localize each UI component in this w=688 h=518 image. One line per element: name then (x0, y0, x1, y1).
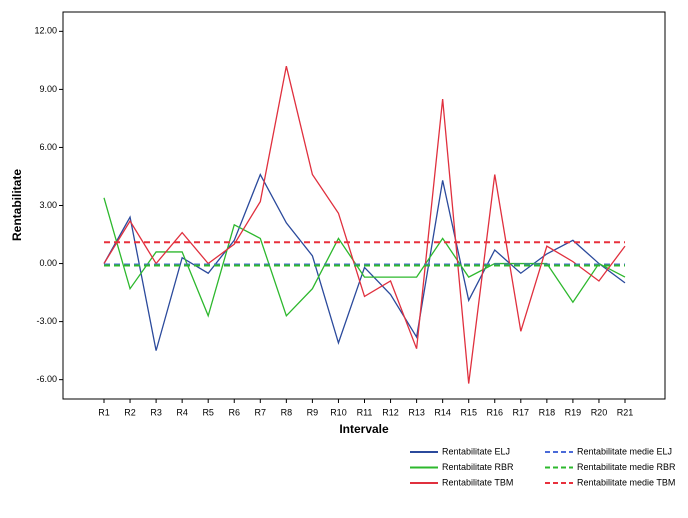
x-tick-label: R15 (460, 407, 477, 417)
legend-label: Rentabilitate medie ELJ (577, 446, 672, 456)
legend-label: Rentabilitate ELJ (442, 446, 510, 456)
x-tick-label: R12 (382, 407, 399, 417)
x-tick-label: R20 (591, 407, 608, 417)
x-tick-label: R11 (357, 407, 373, 417)
x-tick-label: R6 (228, 407, 240, 417)
y-tick-label: 12.00 (34, 26, 57, 36)
x-tick-label: R2 (124, 407, 136, 417)
legend-label: Rentabilitate TBM (442, 477, 513, 487)
x-tick-label: R9 (307, 407, 319, 417)
x-tick-label: R17 (513, 407, 530, 417)
x-tick-label: R10 (330, 407, 347, 417)
x-tick-label: R5 (202, 407, 214, 417)
series-line (103, 197, 626, 318)
x-tick-label: R7 (255, 407, 267, 417)
legend-label: Rentabilitate medie RBR (577, 462, 676, 472)
y-tick-label: -6.00 (36, 374, 57, 384)
x-tick-label: R3 (150, 407, 162, 417)
legend-label: Rentabilitate RBR (442, 462, 514, 472)
series-line (103, 173, 626, 351)
plot-frame (62, 11, 666, 400)
x-tick-label: R1 (98, 407, 110, 417)
x-tick-label: R13 (408, 407, 425, 417)
x-tick-label: R14 (434, 407, 451, 417)
x-axis-title: Intervale (339, 422, 389, 436)
y-axis-title: Rentabilitate (10, 169, 24, 241)
y-tick-label: -3.00 (36, 316, 57, 326)
x-tick-label: R18 (539, 407, 556, 417)
x-tick-label: R19 (565, 407, 582, 417)
x-tick-label: R21 (617, 407, 634, 417)
x-tick-label: R8 (281, 407, 293, 417)
x-tick-label: R4 (176, 407, 188, 417)
y-tick-label: 6.00 (39, 142, 57, 152)
x-tick-label: R16 (486, 407, 503, 417)
y-tick-label: 9.00 (39, 84, 57, 94)
legend-label: Rentabilitate medie TBM (577, 477, 675, 487)
series-line (103, 66, 626, 384)
y-tick-label: 3.00 (39, 200, 57, 210)
y-tick-label: 0.00 (39, 258, 57, 268)
